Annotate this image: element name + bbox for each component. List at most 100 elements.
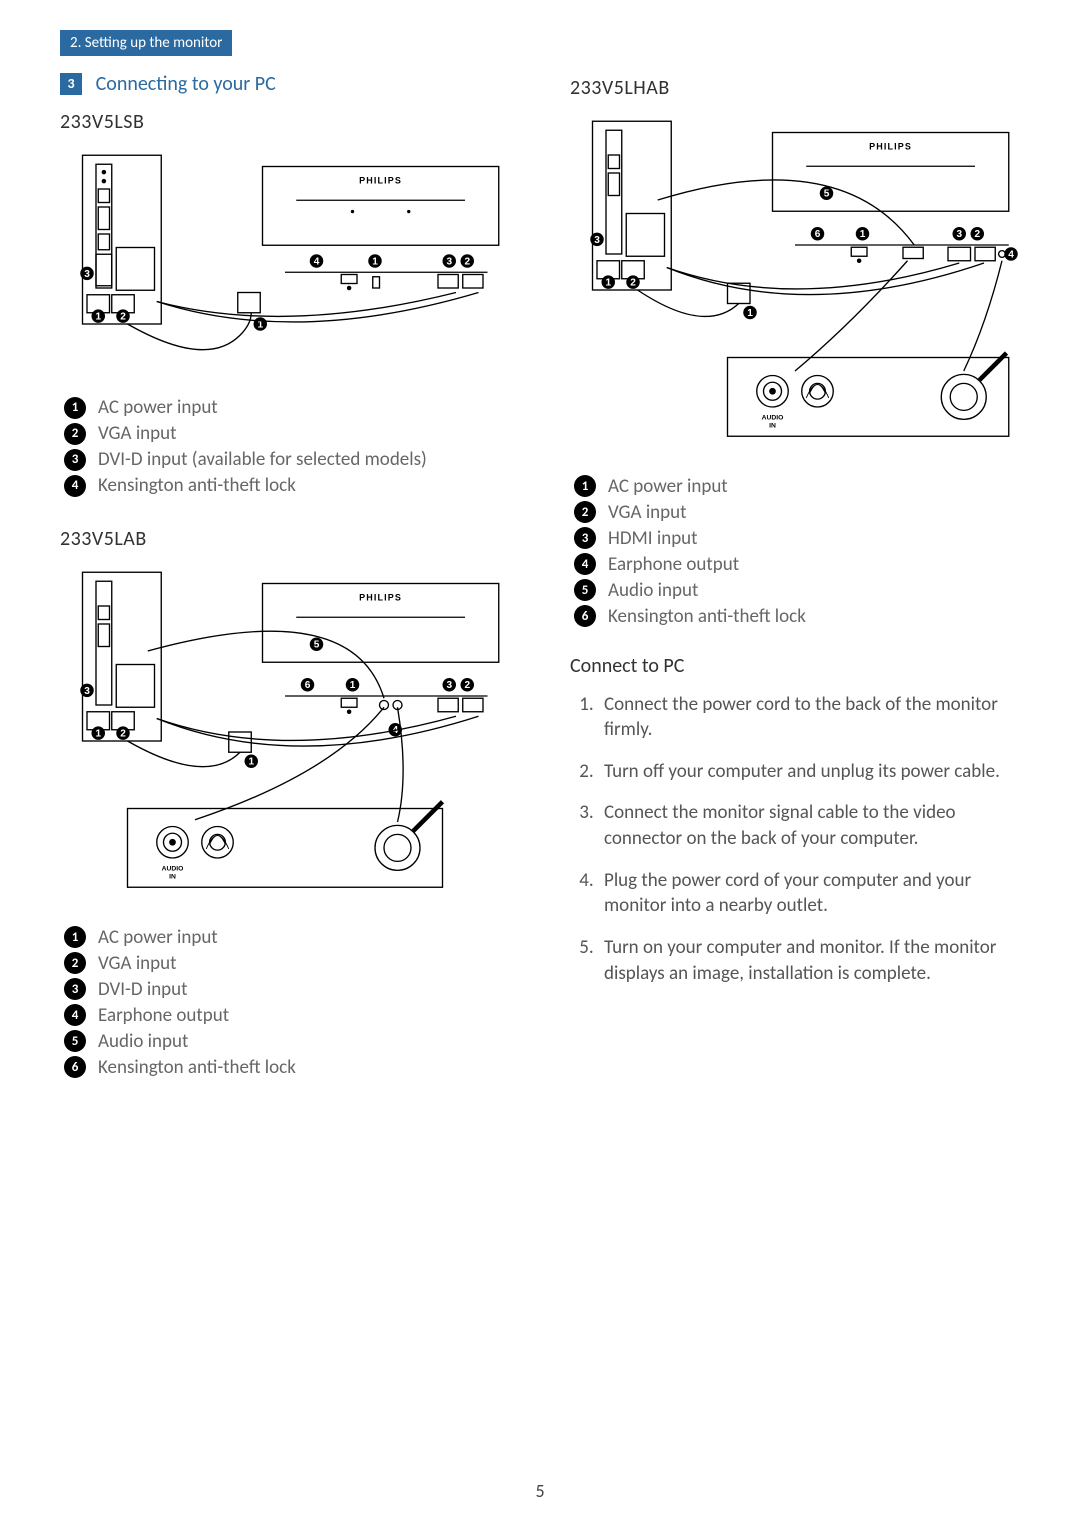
svg-text:6: 6 (815, 229, 821, 240)
num-circle: 2 (64, 423, 86, 445)
num-circle: 5 (574, 579, 596, 601)
svg-text:2: 2 (120, 729, 126, 740)
connect-step: Connect the monitor signal cable to the … (598, 800, 1020, 851)
step-row: 3 Connecting to your PC (60, 72, 510, 96)
svg-text:IN: IN (169, 873, 176, 880)
svg-text:2: 2 (974, 229, 980, 240)
step-title: Connecting to your PC (96, 72, 276, 96)
model-b-callouts: 1AC power input 2VGA input 3DVI-D input … (64, 926, 510, 1079)
callout-text: DVI-D input (available for selected mode… (98, 448, 427, 471)
callout-text: Kensington anti-theft lock (98, 1056, 296, 1079)
connect-step: Turn off your computer and unplug its po… (598, 759, 1020, 785)
svg-text:AUDIO: AUDIO (162, 865, 184, 872)
model-a-heading: 233V5LSB (60, 110, 510, 134)
svg-text:2: 2 (464, 256, 470, 267)
callout-text: AC power input (608, 475, 728, 498)
callout-item: 4 Earphone output (574, 553, 1020, 576)
svg-text:1: 1 (248, 757, 254, 768)
callout-item: 6 Kensington anti-theft lock (64, 1056, 510, 1079)
callout-text: AC power input (98, 396, 218, 419)
brand-text: PHILIPS (359, 175, 402, 185)
svg-text:3: 3 (446, 680, 452, 691)
callout-text: DVI-D input (98, 978, 188, 1001)
connect-step: Connect the power cord to the back of th… (598, 692, 1020, 743)
callout-item: 1 AC power input (64, 926, 510, 949)
callout-item: 6 Kensington anti-theft lock (574, 605, 1020, 628)
right-column: 233V5LHAB 1 2 3 PHILIPS 5 6 1 3 2 4 (570, 72, 1020, 1089)
callout-text: Audio input (608, 579, 698, 602)
left-column: 3 Connecting to your PC 233V5LSB 1 2 3 P… (60, 72, 510, 1089)
callout-item: 4 Kensington anti-theft lock (64, 474, 510, 497)
num-circle: 2 (574, 501, 596, 523)
svg-text:3: 3 (594, 235, 600, 246)
svg-text:3: 3 (446, 256, 452, 267)
svg-text:1: 1 (605, 278, 611, 289)
svg-text:6: 6 (305, 680, 311, 691)
model-a-callouts: 1 AC power input 2 VGA input 3 DVI-D input … (64, 396, 510, 497)
callout-item: 5 Audio input (574, 579, 1020, 602)
svg-text:5: 5 (824, 189, 830, 200)
callout-text: Audio input (98, 1030, 188, 1053)
svg-text:4: 4 (1008, 249, 1014, 260)
num-circle: 4 (574, 553, 596, 575)
num-circle: 5 (64, 1030, 86, 1052)
svg-text:3: 3 (956, 229, 962, 240)
model-c-callouts: 1 AC power input 2 VGA input 3 HDMI input 4… (574, 475, 1020, 628)
callout-text: Kensington anti-theft lock (98, 474, 296, 497)
brand-text: PHILIPS (869, 141, 912, 151)
svg-text:1: 1 (95, 312, 101, 323)
callout-text: VGA input (608, 501, 687, 524)
callout-item: 3 DVI-D input (available for selected mod… (64, 448, 510, 471)
callout-text: Earphone output (98, 1004, 229, 1027)
svg-text:AUDIO: AUDIO (762, 414, 784, 421)
callout-item: 2 VGA input (64, 422, 510, 445)
svg-text:2: 2 (630, 278, 636, 289)
num-circle: 4 (64, 475, 86, 497)
callout-text: HDMI input (608, 527, 698, 550)
svg-text:3: 3 (84, 686, 90, 697)
num-circle: 3 (64, 978, 86, 1000)
svg-text:2: 2 (464, 680, 470, 691)
num-circle: 1 (64, 926, 86, 948)
num-circle: 3 (64, 449, 86, 471)
callout-item: 5 Audio input (64, 1030, 510, 1053)
connect-step: Turn on your computer and monitor. If th… (598, 935, 1020, 986)
svg-text:1: 1 (747, 308, 753, 319)
num-circle: 1 (574, 475, 596, 497)
callout-text: VGA input (98, 952, 177, 975)
diagram-model-b: 1 2 3 PHILIPS 5 6 1 3 2 4 1 (60, 561, 510, 899)
callout-text: VGA input (98, 422, 177, 445)
callout-text: Kensington anti-theft lock (608, 605, 806, 628)
callout-item: 1 AC power input (574, 475, 1020, 498)
svg-text:5: 5 (314, 640, 320, 651)
diagram-model-c: 1 2 3 PHILIPS 5 6 1 3 2 4 1 (570, 110, 1020, 448)
page-number: 5 (0, 1480, 1080, 1502)
svg-text:1: 1 (95, 729, 101, 740)
num-circle: 6 (64, 1056, 86, 1078)
num-circle: 4 (64, 1004, 86, 1026)
section-tab: 2. Setting up the monitor (60, 30, 232, 56)
model-b-heading: 233V5LAB (60, 527, 510, 551)
callout-item: 3 HDMI input (574, 527, 1020, 550)
brand-text: PHILIPS (359, 592, 402, 602)
svg-text:1: 1 (350, 680, 356, 691)
connect-step: Plug the power cord of your computer and… (598, 868, 1020, 919)
svg-text:1: 1 (860, 229, 866, 240)
num-circle: 3 (574, 527, 596, 549)
step-number-badge: 3 (60, 73, 82, 95)
callout-item: 2 VGA input (574, 501, 1020, 524)
callout-item: 2VGA input (64, 952, 510, 975)
callout-text: AC power input (98, 926, 218, 949)
callout-item: 3 DVI-D input (64, 978, 510, 1001)
svg-text:3: 3 (84, 269, 90, 280)
svg-text:2: 2 (120, 312, 126, 323)
svg-text:1: 1 (372, 256, 378, 267)
connect-heading: Connect to PC (570, 654, 1020, 678)
num-circle: 6 (574, 605, 596, 627)
num-circle: 1 (64, 397, 86, 419)
callout-item: 1 AC power input (64, 396, 510, 419)
callout-text: Earphone output (608, 553, 739, 576)
connect-steps: Connect the power cord to the back of th… (598, 692, 1020, 987)
diagram-model-a: 1 2 3 PHILIPS 4 1 3 2 1 (60, 144, 510, 369)
model-c-heading: 233V5LHAB (570, 76, 1020, 100)
